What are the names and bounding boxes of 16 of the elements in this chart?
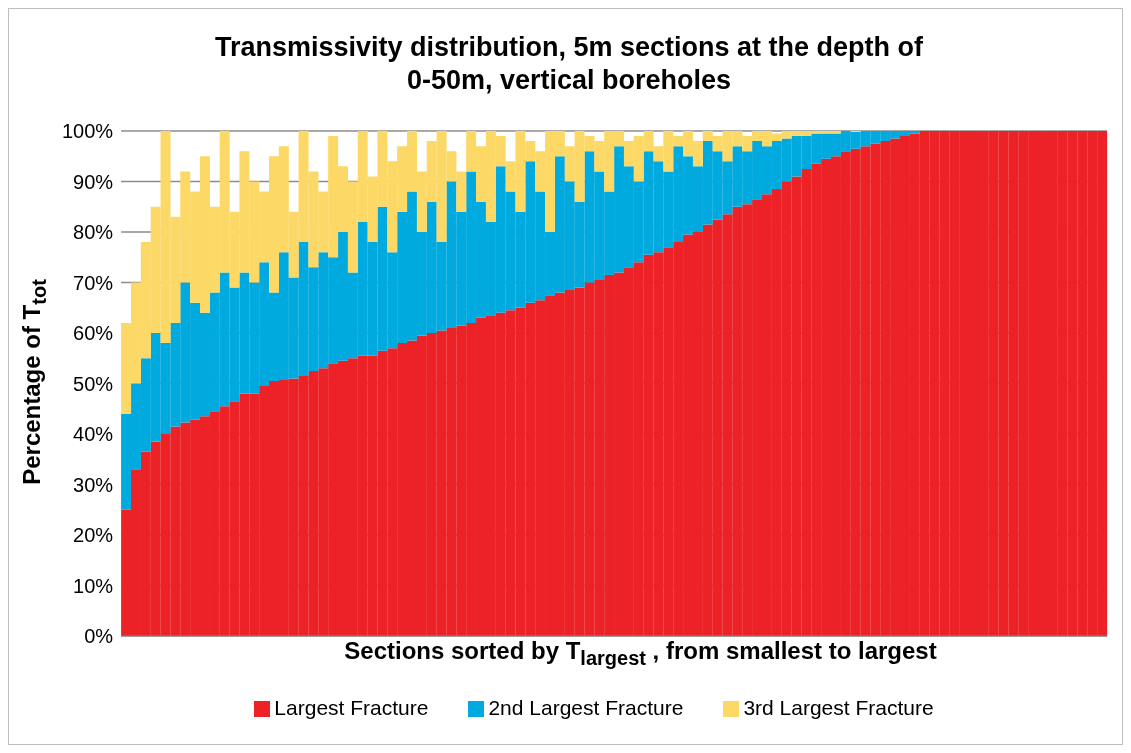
legend-label: 2nd Largest Fracture — [488, 696, 684, 719]
y-tick-label: 20% — [73, 524, 114, 547]
y-tick-label: 70% — [73, 271, 114, 294]
x-axis-title: Sections sorted by T$_{largest}$ , from smallest to largest — [343, 637, 938, 670]
chart-title: Transmissivity distribution, 5m sections at the depth of 0-50m, vertical boreholes — [213, 31, 925, 97]
legend-label: 3rd Largest Fracture — [743, 696, 934, 719]
y-tick-label: 60% — [73, 322, 114, 345]
y-tick-label: 90% — [73, 170, 114, 193]
y-tick-label: 100% — [61, 120, 114, 143]
y-tick-label: 30% — [73, 473, 114, 496]
y-tick-label: 40% — [73, 423, 114, 446]
y-tick-label: 50% — [73, 372, 114, 395]
y-tick-label: 10% — [73, 574, 114, 597]
y-tick-label: 80% — [73, 221, 114, 244]
y-tick-label: 0% — [84, 625, 114, 648]
legend-label: Largest Fracture — [274, 696, 429, 719]
